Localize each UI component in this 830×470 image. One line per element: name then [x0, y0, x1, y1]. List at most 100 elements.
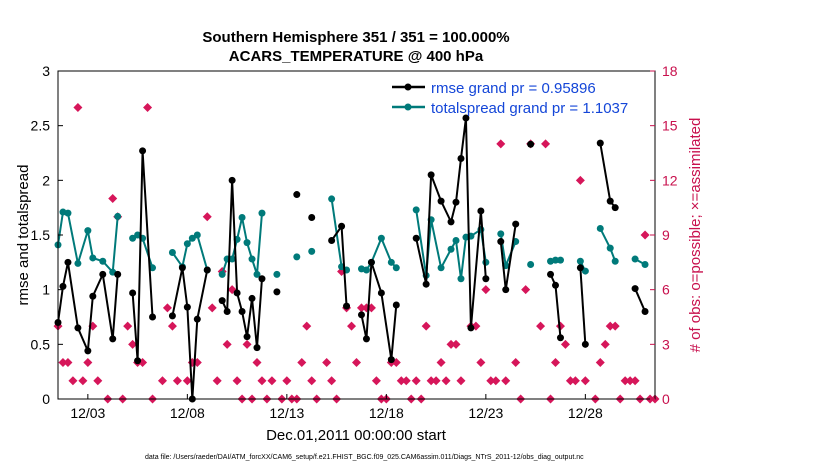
spread-point [611, 257, 619, 265]
obs-marker [541, 139, 551, 149]
spread-point [149, 264, 157, 272]
obs-marker [396, 376, 406, 386]
obs-marker [421, 321, 431, 331]
rmse-point [218, 297, 226, 305]
spread-point [258, 209, 266, 217]
spread-point [377, 234, 385, 242]
spread-point [392, 264, 400, 272]
rmse-point [641, 308, 649, 316]
obs-marker [267, 376, 277, 386]
rmse-point [387, 356, 395, 364]
rmse-point [611, 204, 619, 212]
obs-marker [501, 376, 511, 386]
spread-point [89, 254, 97, 262]
rmse-point [308, 214, 316, 222]
obs-marker [491, 376, 501, 386]
rmse-point [134, 357, 142, 365]
rmse-point [243, 333, 251, 341]
spread-point [129, 234, 137, 242]
rmse-line [360, 262, 398, 360]
y-tick-label: 1.5 [31, 227, 51, 243]
y2-tick-label: 9 [662, 227, 670, 243]
rmse-point [149, 313, 157, 321]
legend-spread-label: totalspread grand pr = 1.1037 [431, 100, 628, 117]
obs-marker [610, 321, 620, 331]
spread-point [193, 231, 201, 239]
obs-marker [401, 376, 411, 386]
obs-marker [252, 358, 262, 368]
y-tick-label: 3 [42, 63, 50, 79]
obs-marker [78, 376, 88, 386]
rmse-point [293, 191, 301, 199]
rmse-point [129, 289, 137, 297]
obs-marker [128, 339, 138, 349]
y-tick-label: 0.5 [31, 336, 51, 352]
spread-point [596, 224, 604, 232]
obs-marker [307, 376, 317, 386]
rmse-point [437, 197, 445, 205]
spread-point [581, 267, 589, 275]
obs-marker [167, 321, 177, 331]
rmse-point [64, 258, 72, 266]
x-axis-label: Dec.01,2011 00:00:00 start [266, 427, 447, 444]
obs-marker [322, 358, 332, 368]
obs-marker [411, 376, 421, 386]
obs-marker [441, 376, 451, 386]
rmse-line [131, 150, 154, 361]
obs-marker [257, 376, 267, 386]
rmse-point [576, 264, 584, 272]
obs-marker [73, 102, 83, 112]
spread-point [74, 259, 82, 267]
rmse-line [579, 267, 587, 345]
rmse-point [357, 311, 365, 319]
obs-marker [222, 339, 232, 349]
rmse-point [422, 280, 430, 288]
rmse-point [596, 139, 604, 147]
rmse-point [223, 308, 231, 316]
rmse-point [367, 258, 375, 266]
obs-marker [352, 358, 361, 368]
rmse-point [228, 176, 236, 184]
rmse-point [527, 140, 535, 148]
obs-marker [58, 358, 68, 368]
spread-point [641, 261, 649, 269]
obs-marker [560, 339, 570, 349]
spread-point [228, 255, 236, 263]
spread-point [134, 231, 142, 239]
y-tick-label: 2 [42, 172, 50, 188]
obs-marker [83, 358, 93, 368]
rmse-point [74, 324, 82, 332]
x-tick-label: 12/08 [170, 405, 205, 421]
y-tick-label: 2.5 [31, 118, 51, 134]
spread-point [447, 245, 455, 253]
obs-marker [456, 376, 466, 386]
rmse-point [248, 294, 256, 302]
rmse-point [392, 301, 400, 309]
obs-marker [371, 376, 381, 386]
spread-point [183, 240, 191, 248]
obs-marker [426, 376, 436, 386]
y2-tick-label: 18 [662, 63, 678, 79]
spread-point [99, 257, 107, 265]
obs-marker [282, 376, 292, 386]
obs-marker [162, 303, 172, 313]
rmse-point [99, 270, 107, 278]
obs-marker [595, 358, 605, 368]
rmse-point [457, 154, 465, 162]
x-tick-label: 12/13 [269, 405, 304, 421]
y2-tick-label: 0 [662, 391, 670, 407]
footer-data-file: data file: /Users/raeder/DAI/ATM_forcXX/… [145, 454, 584, 461]
spread-point [253, 270, 261, 278]
obs-marker [496, 139, 506, 149]
spread-point [84, 227, 92, 235]
rmse-point [109, 335, 117, 343]
x-tick-label: 12/03 [70, 405, 105, 421]
spread-point [328, 195, 336, 203]
rmse-point [178, 264, 186, 272]
rmse-point [273, 288, 281, 296]
rmse-point [452, 198, 460, 206]
rmse-point [84, 347, 92, 355]
rmse-point [183, 303, 191, 311]
y2-axis-label: # of obs: o=possible; ×=assimilated [687, 118, 704, 353]
obs-marker [640, 230, 650, 240]
